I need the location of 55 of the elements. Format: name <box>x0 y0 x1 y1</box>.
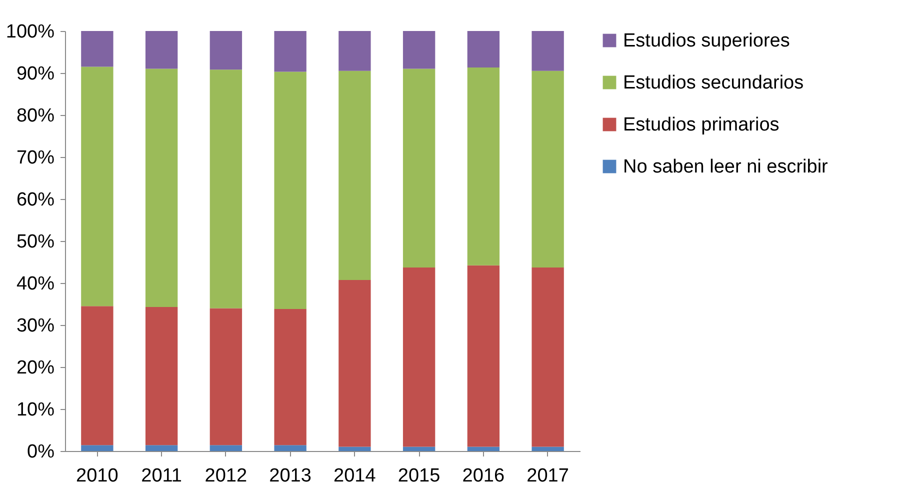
bar <box>274 309 306 446</box>
bar <box>338 70 371 280</box>
bar <box>402 68 436 268</box>
x-tick-label: 2016 <box>462 466 505 486</box>
bar <box>274 72 306 310</box>
bar <box>467 31 500 68</box>
bar <box>532 446 564 451</box>
x-tick-label: 2015 <box>398 466 440 486</box>
y-tick-label: 40% <box>16 274 55 294</box>
bar <box>467 68 500 266</box>
x-tick-label: 2012 <box>204 466 248 486</box>
bar <box>274 445 306 451</box>
bar <box>81 66 114 306</box>
bar <box>467 265 500 447</box>
x-tick-label: 2011 <box>141 466 182 486</box>
legend-label: Estudios secundarios <box>623 72 804 94</box>
bar <box>145 31 178 69</box>
y-tick-label: 80% <box>16 106 55 126</box>
y-tick-label: 70% <box>16 148 55 168</box>
x-tick-label: 2013 <box>269 466 312 486</box>
x-tick-label: 2014 <box>334 466 376 486</box>
bar <box>81 31 114 67</box>
bar <box>532 267 564 447</box>
bar <box>210 308 242 446</box>
bar <box>402 267 436 447</box>
bar <box>145 68 178 307</box>
y-tick-label: 90% <box>16 64 55 84</box>
bar <box>81 445 114 451</box>
legend-label: No saben leer ni escribir <box>623 156 829 178</box>
y-tick-label: 20% <box>16 358 55 378</box>
legend-label: Estudios primarios <box>623 114 780 136</box>
bar <box>145 306 178 446</box>
bar <box>402 446 436 451</box>
y-tick-label: 10% <box>16 400 55 420</box>
y-tick-label: 60% <box>16 190 55 210</box>
bar <box>210 70 242 308</box>
x-tick-label: 2017 <box>526 466 569 486</box>
bar <box>210 445 242 451</box>
y-tick-label: 0% <box>27 442 55 462</box>
bar <box>532 70 564 268</box>
bar <box>338 446 371 451</box>
bar <box>81 306 114 446</box>
bar <box>532 31 564 71</box>
bar <box>210 31 242 70</box>
x-tick-label: 2010 <box>76 466 118 486</box>
y-tick-label: 30% <box>16 316 55 336</box>
y-tick-label: 100% <box>6 22 55 42</box>
bar <box>402 31 436 69</box>
y-tick-label: 50% <box>16 232 55 252</box>
bar <box>467 446 500 451</box>
bar <box>274 31 306 72</box>
bar <box>145 445 178 451</box>
bar <box>338 31 371 71</box>
bar <box>338 280 371 447</box>
legend-label: Estudios superiores <box>623 30 790 52</box>
